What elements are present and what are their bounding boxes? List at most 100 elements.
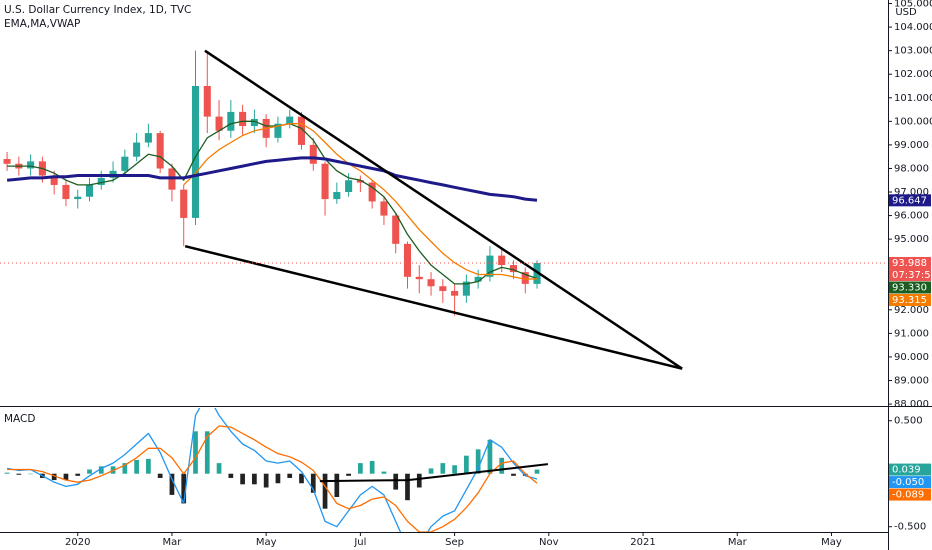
histogram-bar: [499, 457, 505, 474]
currency-unit: USD: [895, 7, 917, 18]
candle-body: [203, 85, 211, 117]
price-label: 93.330: [892, 282, 927, 293]
histogram-bar: [51, 473, 57, 481]
y-tick-label: 0.500: [894, 416, 923, 427]
indicator-line: [7, 425, 538, 532]
candle-body: [274, 123, 282, 138]
x-tick-label: Nov: [539, 537, 559, 548]
y-tick-label: 88.000: [894, 399, 929, 410]
x-tick-label: 2020: [65, 537, 90, 548]
y-tick-label: 97.000: [894, 187, 929, 198]
y-tick-label: 103.000: [894, 46, 932, 57]
y-tick-label: 105.000: [894, 0, 932, 10]
histogram-bar: [75, 473, 81, 476]
price-label: 96.647: [892, 195, 927, 206]
histogram-bar: [252, 473, 257, 485]
candle-body: [486, 255, 494, 277]
x-tick-label: May: [821, 537, 842, 548]
y-tick-label: 95.000: [894, 234, 929, 245]
histogram-bar: [146, 458, 151, 474]
price-label: -0.050: [892, 477, 924, 488]
candle-body: [50, 175, 58, 185]
candle-body: [345, 180, 353, 193]
histogram-bar: [98, 466, 104, 474]
price-label: 0.039: [892, 465, 921, 476]
histogram-bar: [452, 465, 457, 474]
candle-body: [403, 243, 412, 277]
x-tick-label: May: [256, 537, 277, 548]
histogram-bar: [204, 431, 210, 474]
y-tick-label: 96.000: [894, 211, 929, 222]
histogram-bar: [169, 473, 175, 495]
macd-title: MACD: [4, 413, 35, 425]
pane: [0, 49, 888, 370]
candle-body: [3, 159, 11, 164]
candle-body: [474, 276, 482, 282]
price-label: 93.315: [892, 295, 927, 306]
histogram-bar: [193, 431, 198, 474]
indicator-list: EMA,MA,VWAP: [4, 18, 80, 30]
candle-body: [509, 265, 518, 273]
candle-body: [62, 184, 70, 200]
y-tick-label: -0.500: [894, 522, 926, 533]
chart-title: U.S. Dollar Currency Index, 1D, TVC: [4, 4, 191, 16]
y-tick-label: 98.000: [894, 163, 929, 174]
x-tick-label: 2021: [630, 537, 655, 548]
histogram-bar: [487, 439, 493, 474]
indicator-line: [6, 156, 538, 202]
candle-body: [368, 182, 376, 202]
histogram-bar: [157, 473, 163, 478]
y-tick-label: 100.000: [894, 116, 932, 127]
price-label: -0.089: [892, 490, 924, 501]
y-tick-label: 89.000: [894, 375, 929, 386]
histogram-bar: [299, 473, 304, 484]
histogram-bar: [275, 473, 281, 484]
histogram-bar: [393, 473, 399, 490]
histogram-bar: [369, 460, 375, 474]
candle-body: [156, 133, 164, 169]
histogram-bar: [322, 473, 328, 509]
histogram-bar: [346, 473, 351, 476]
candle-body: [297, 116, 306, 145]
candle-body: [309, 144, 317, 164]
histogram-bar: [122, 463, 128, 474]
histogram-bar: [4, 472, 10, 474]
y-tick-label: 104.000: [894, 22, 932, 33]
indicator-line: [183, 123, 538, 280]
histogram-bar: [334, 473, 340, 498]
candle-body: [121, 156, 129, 171]
indicator-line: [7, 120, 538, 285]
candle-body: [133, 142, 141, 157]
histogram-bar: [240, 473, 245, 485]
candle-body: [333, 192, 341, 200]
candle-body: [191, 85, 200, 218]
histogram-bar: [358, 463, 363, 474]
y-tick-label: 99.000: [894, 140, 929, 151]
histogram-bar: [16, 473, 22, 475]
candle-body: [321, 163, 329, 200]
x-tick-label: Mar: [728, 537, 748, 548]
candle-body: [85, 184, 94, 197]
histogram-bar: [475, 449, 481, 474]
histogram-bar: [534, 469, 540, 474]
histogram-bar: [228, 473, 234, 478]
histogram-bar: [87, 469, 92, 474]
candle-body: [180, 189, 188, 218]
x-tick-label: Jul: [353, 537, 366, 548]
candle-body: [74, 196, 82, 200]
y-tick-label: 91.000: [894, 328, 929, 339]
y-tick-label: 102.000: [894, 69, 932, 80]
candle-body: [415, 276, 423, 280]
candle-body: [144, 133, 152, 143]
histogram-bar: [511, 473, 516, 476]
trend-line: [319, 463, 548, 483]
price-label-bg: [889, 488, 931, 501]
histogram-bar: [181, 473, 187, 504]
candle-body: [498, 255, 506, 266]
price-label-bg: [889, 256, 931, 269]
x-tick-label: Sep: [445, 537, 464, 548]
trend-line: [204, 49, 683, 370]
y-tick-label: 90.000: [894, 352, 929, 363]
histogram-bar: [464, 455, 469, 474]
